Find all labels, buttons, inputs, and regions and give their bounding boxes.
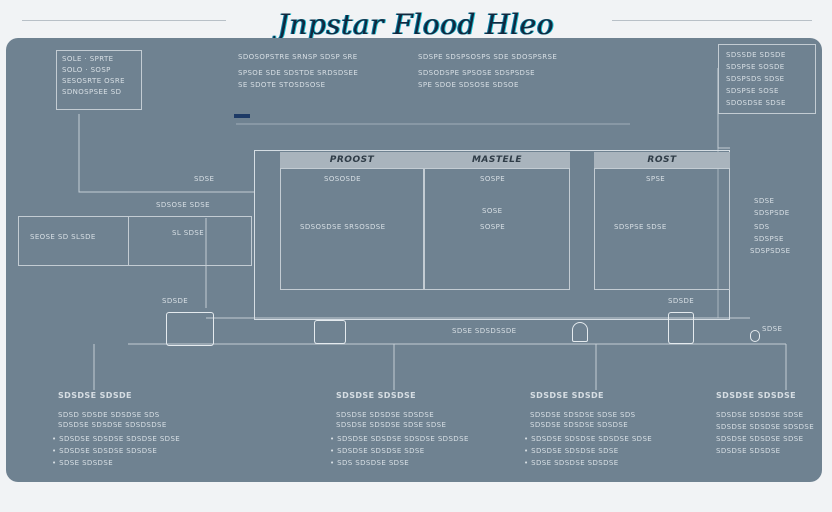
note-box-top-left (56, 50, 142, 110)
section-line: • SDSDSE SDSDSE SDSDSE SDSDSE (330, 435, 469, 443)
matrix-column (424, 168, 570, 290)
matrix-column (594, 168, 730, 290)
section-line: SDSDSE SDSDSE SDSE SDSE (336, 421, 447, 429)
header-rule-left (22, 20, 226, 21)
side-label: SDSPSDE (754, 209, 790, 217)
section-line: SDSDSE SDSDSE (716, 447, 781, 455)
note-line: SPSOE SDE SDSTDE SRDSDSEE (238, 69, 359, 77)
device-label: SDSDE (668, 297, 695, 305)
side-label: SDSE (194, 175, 215, 183)
device-label: SDSE (762, 325, 783, 333)
side-label: SEOSE SD SLSDE (30, 233, 96, 241)
matrix-header: PROOST (280, 152, 424, 168)
section-line: SDSDSE SDSDSE SDSDSE (530, 421, 629, 429)
section-line: • SDS SDSDSE SDSE (330, 459, 410, 467)
section-title: SDSDSE SDSDE (530, 391, 604, 400)
matrix-cell: SDSPSE SDSE (614, 223, 667, 231)
matrix-cell: SPSE (646, 175, 666, 183)
side-label: SDSOSE SDSE (156, 201, 210, 209)
diagram-panel: SOLE · SPRTE SOLO · SOSP SESOSRTE OSRE S… (6, 38, 822, 482)
section-line: • SDSDSE SDSDSE SDSDSE (52, 447, 158, 455)
note-line: SDNOSPSEE SD (62, 88, 122, 96)
matrix-column (280, 168, 424, 290)
note-line: SOLE · SPRTE (62, 55, 114, 63)
matrix-header: MASTELE (424, 152, 570, 168)
note-line: SDSPE SDSPSOSPS SDE SDOSPSRSE (418, 53, 558, 61)
note-line: SPE SDOE SDSOSE SDSOE (418, 81, 519, 89)
section-line: SDSDSE SDSDSE SDSE (716, 411, 804, 419)
marker-dash (234, 114, 250, 118)
panel-device-icon (166, 312, 214, 346)
note-line: SOLO · SOSP (62, 66, 111, 74)
section-line: • SDSDSE SDSDSE SDSDSE SDSE (52, 435, 181, 443)
left-box-inner (128, 216, 252, 266)
section-line: SDSDSE SDSDSE SDSE (716, 435, 804, 443)
section-title: SDSDSE SDSDSE (716, 391, 797, 400)
section-line: • SDSDSE SDSDSE SDSE (330, 447, 425, 455)
side-label: SDSPSE (754, 235, 784, 243)
section-line: SDSDSE SDSDSE SDSDSE (716, 423, 815, 431)
connector-lines (78, 68, 787, 390)
matrix-cell: SDSOSDSE SRSOSDSE (300, 223, 386, 231)
section-line: • SDSE SDSDSE SDSDSE (524, 459, 619, 467)
note-line: SDSPSE SOSDE (726, 63, 785, 71)
section-line: • SDSDSE SDSDSE SDSDSE SDSE (524, 435, 653, 443)
matrix-cell: SOSE (482, 207, 503, 215)
note-line: SDSODSPE SPSOSE SDSPSDSE (418, 69, 535, 77)
matrix-cell: SOSPE (480, 175, 506, 183)
device-label: SDSDE (162, 297, 189, 305)
bus-label: SDSE SDSDSSDE (452, 327, 517, 335)
matrix-cell: SOSOSDE (324, 175, 361, 183)
note-line: SDOSOPSTRE SRNSP SDSP SRE (238, 53, 358, 61)
note-line: SESOSRTE OSRE (62, 77, 125, 85)
meter-icon (668, 312, 694, 344)
note-box-top-right (718, 44, 816, 114)
section-line: SDSDSE SDSDSE SDSDSDSE (58, 421, 167, 429)
matrix-cell: SOSPE (480, 223, 506, 231)
note-line: SDSSDE SDSDE (726, 51, 786, 59)
page-title: Jnpstar Flood Hleo (277, 7, 555, 41)
note-line: SE SDOTE STOSDSOSE (238, 81, 326, 89)
section-line: SDSDSE SDSDSE SDSE SDS (530, 411, 636, 419)
side-label: SDSE (754, 197, 775, 205)
section-title: SDSDSE SDSDSE (336, 391, 417, 400)
sensor-icon (572, 322, 588, 342)
side-label: SDSPSDSE (750, 247, 791, 255)
section-title: SDSDSE SDSDE (58, 391, 132, 400)
side-label: SL SDSE (172, 229, 205, 237)
header-rule-right (612, 20, 812, 21)
matrix-header: ROST (594, 152, 730, 168)
section-line: • SDSDSE SDSDSE SDSE (524, 447, 619, 455)
section-line: SDSD SDSDE SDSDSE SDS (58, 411, 160, 419)
section-line: SDSDSE SDSDSE SDSDSE (336, 411, 435, 419)
note-line: SDOSDSE SDSE (726, 99, 786, 107)
plug-icon (750, 330, 760, 342)
note-line: SDSPSE SOSE (726, 87, 779, 95)
section-line: • SDSE SDSDSE (52, 459, 114, 467)
monitor-icon (314, 320, 346, 344)
note-line: SDSPSDS SDSE (726, 75, 785, 83)
side-label: SDS (754, 223, 770, 231)
